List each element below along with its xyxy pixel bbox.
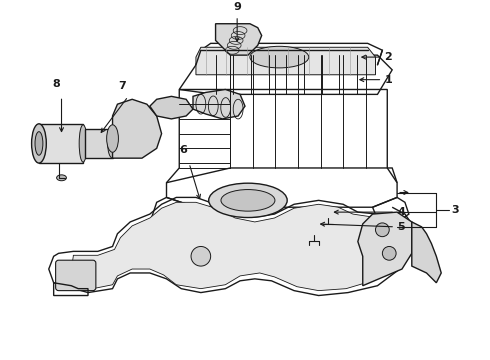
Ellipse shape: [108, 129, 118, 158]
Ellipse shape: [209, 183, 287, 217]
Ellipse shape: [107, 125, 119, 152]
Text: 8: 8: [53, 80, 60, 90]
Ellipse shape: [31, 124, 47, 163]
Text: 6: 6: [179, 145, 187, 155]
Polygon shape: [193, 90, 245, 119]
FancyBboxPatch shape: [56, 260, 96, 291]
Polygon shape: [358, 212, 412, 286]
Circle shape: [382, 247, 396, 260]
Polygon shape: [412, 222, 441, 283]
Text: 1: 1: [384, 75, 392, 85]
Ellipse shape: [250, 46, 309, 68]
Polygon shape: [39, 124, 83, 163]
Text: 4: 4: [397, 207, 405, 217]
Ellipse shape: [79, 125, 87, 162]
Text: 2: 2: [384, 52, 392, 62]
Ellipse shape: [57, 175, 67, 181]
Circle shape: [322, 206, 334, 218]
Circle shape: [191, 247, 211, 266]
Circle shape: [309, 225, 318, 235]
Circle shape: [375, 223, 389, 237]
Text: 3: 3: [451, 205, 459, 215]
Polygon shape: [196, 47, 375, 75]
Polygon shape: [85, 129, 113, 158]
Text: 7: 7: [119, 81, 126, 91]
Polygon shape: [72, 202, 405, 291]
Polygon shape: [113, 99, 162, 158]
Ellipse shape: [35, 132, 43, 155]
Ellipse shape: [221, 190, 275, 211]
Polygon shape: [216, 24, 262, 55]
Text: 9: 9: [233, 2, 241, 12]
Polygon shape: [150, 96, 193, 119]
Text: 5: 5: [397, 222, 405, 232]
